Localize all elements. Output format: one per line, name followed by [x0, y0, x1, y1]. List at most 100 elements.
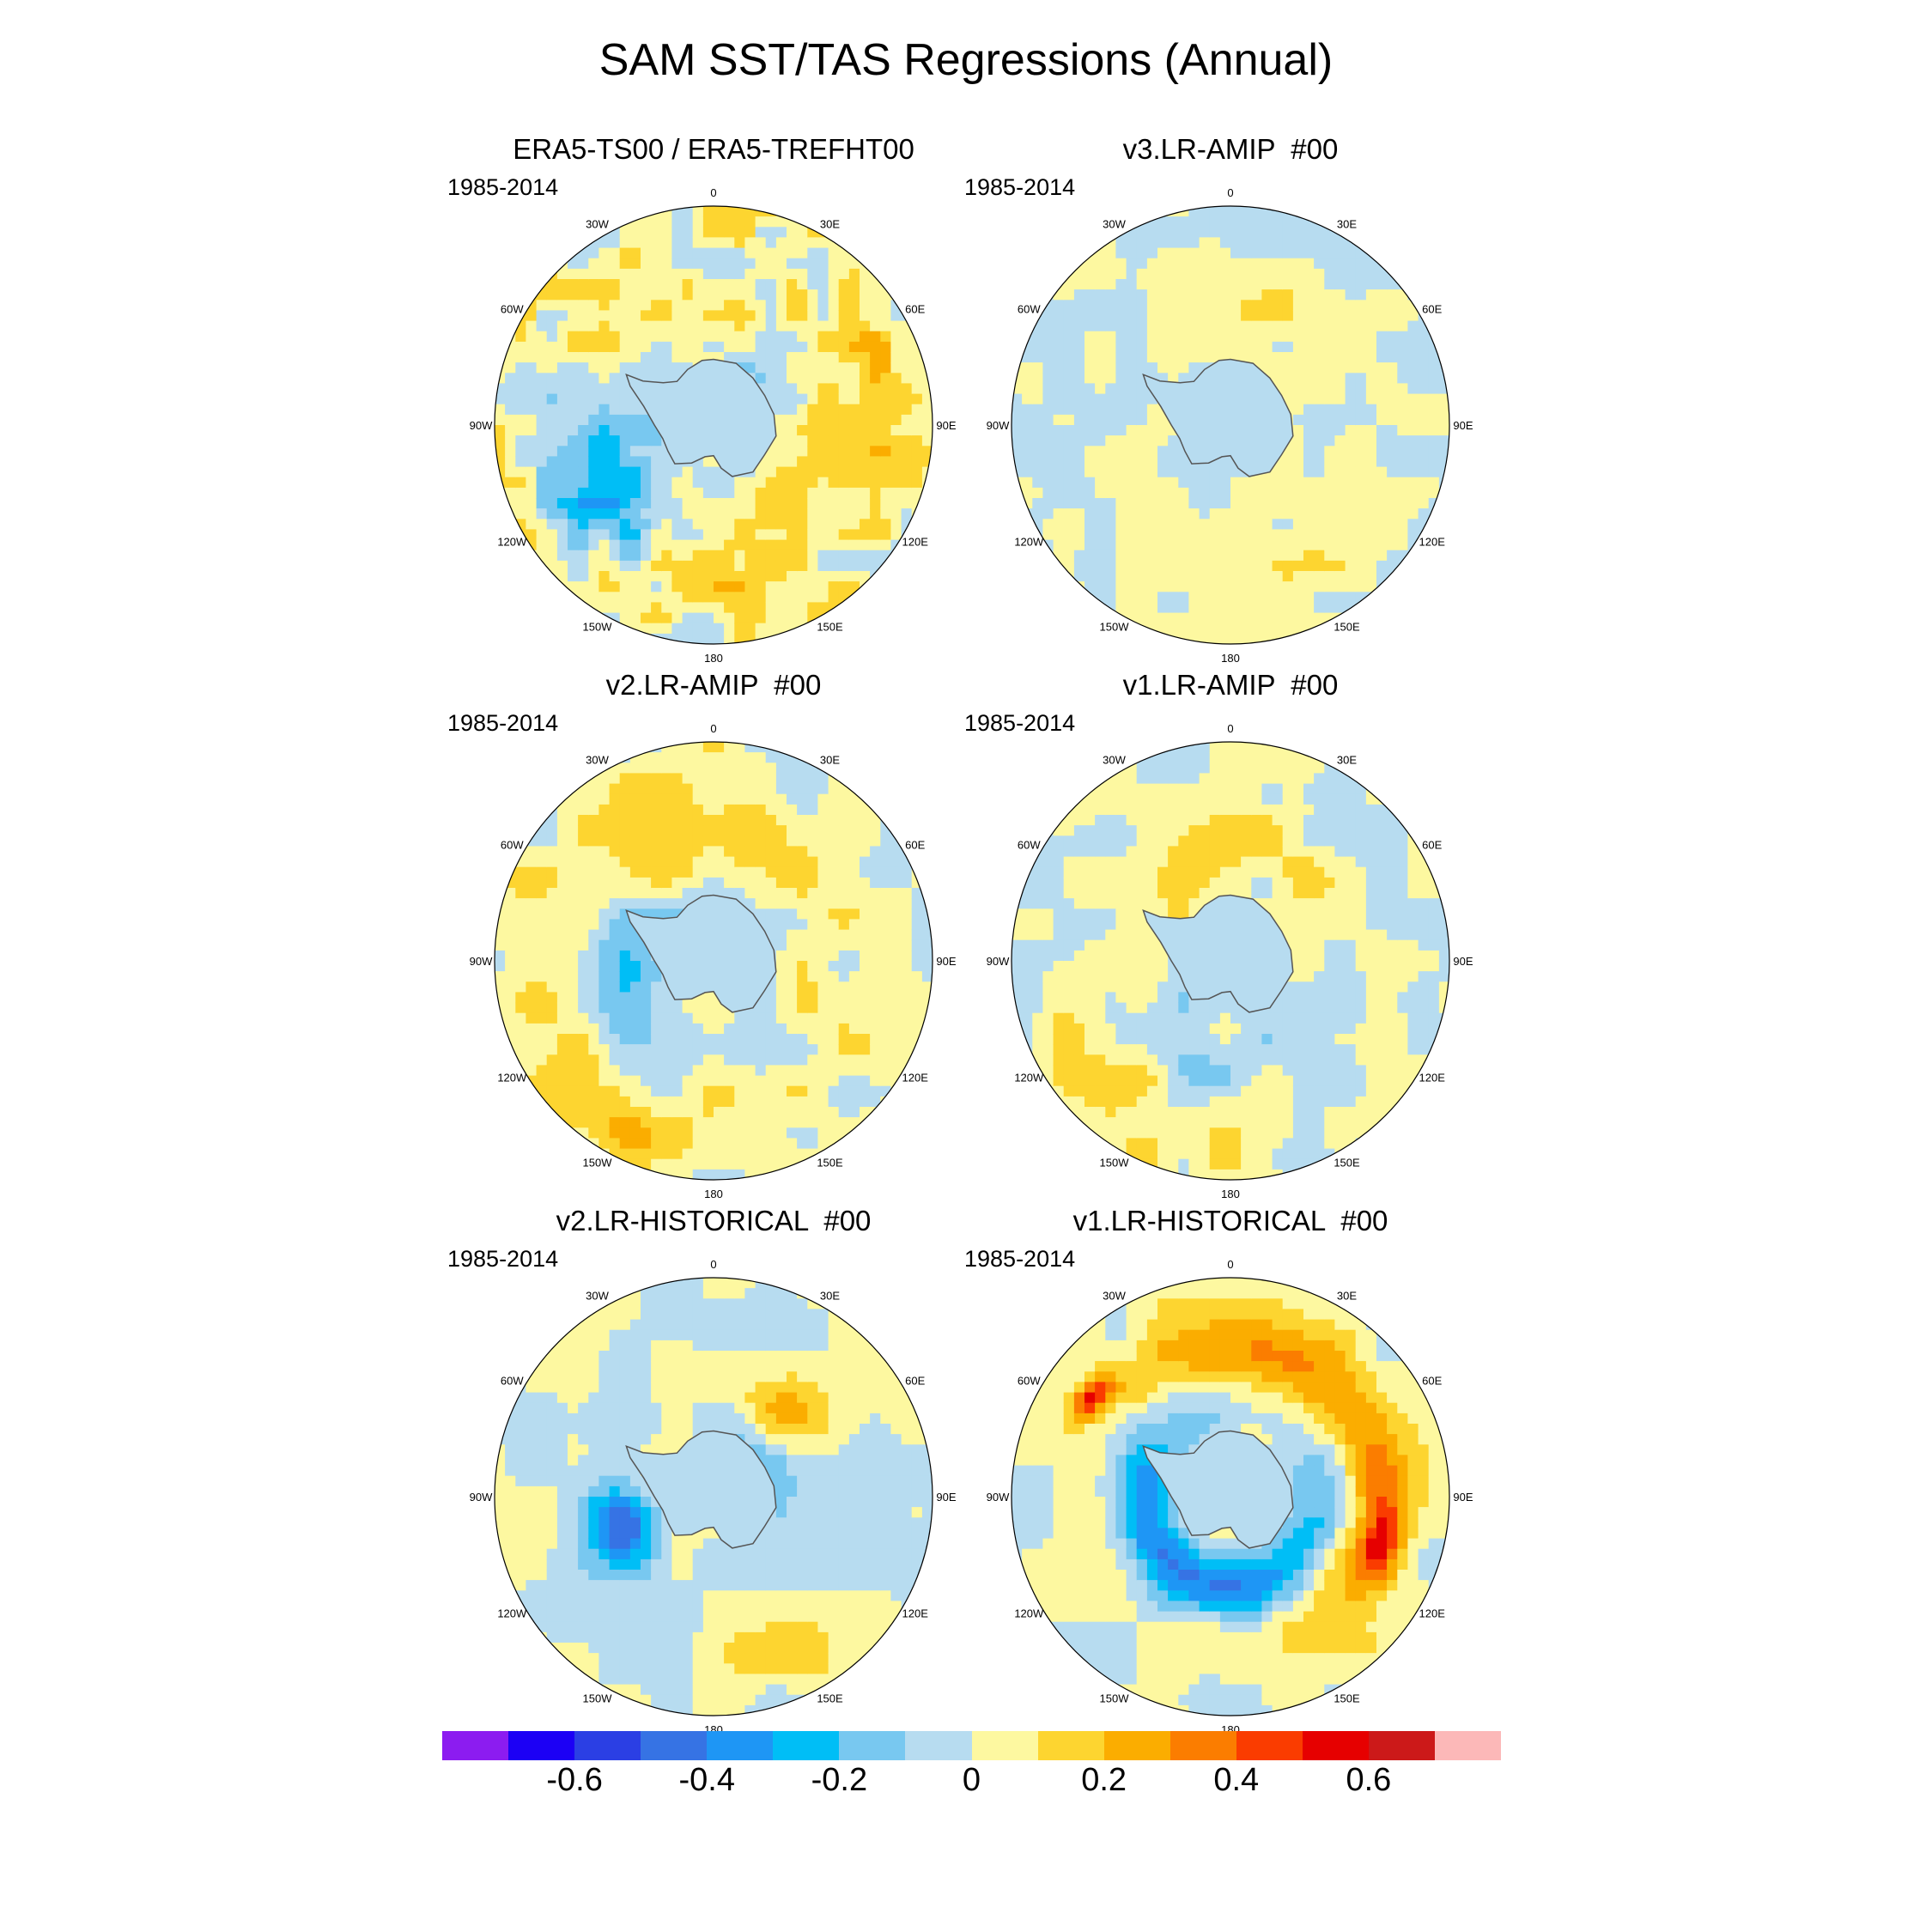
- antarctica-coastline: [1142, 358, 1294, 477]
- longitude-label: 150E: [817, 621, 843, 634]
- colorbar-tick-label: 0.6: [1346, 1762, 1392, 1798]
- map-border: [494, 741, 933, 1181]
- longitude-label: 0: [710, 186, 716, 199]
- longitude-label: 60W: [501, 839, 524, 852]
- colorbar-swatch: [971, 1731, 1038, 1760]
- map-panel-v2-historical: v2.LR-HISTORICAL #00 1985-2014 0 30E 60E 90…: [447, 1205, 980, 1763]
- colorbar: [442, 1731, 1501, 1760]
- longitude-label: 90W: [470, 1491, 493, 1504]
- longitude-label: 90E: [1453, 955, 1473, 968]
- map-border: [1011, 741, 1450, 1181]
- longitude-label: 60E: [905, 1375, 925, 1388]
- colorbar-swatch: [1236, 1731, 1303, 1760]
- longitude-label: 150E: [1334, 1157, 1360, 1170]
- map-border: [1011, 205, 1450, 645]
- longitude-label: 150W: [1100, 1692, 1130, 1705]
- longitude-label: 30W: [586, 753, 609, 766]
- longitude-label: 120W: [1014, 1607, 1044, 1620]
- longitude-label: 0: [1227, 186, 1233, 199]
- period-label: 1985-2014: [964, 1246, 1076, 1272]
- antarctica-coastline: [625, 358, 777, 477]
- period-label: 1985-2014: [964, 710, 1076, 736]
- longitude-label: 30W: [586, 217, 609, 230]
- colorbar-swatch: [905, 1731, 972, 1760]
- longitude-label: 30E: [820, 753, 840, 766]
- longitude-label: 120E: [902, 1607, 929, 1620]
- longitude-label: 30W: [1103, 217, 1126, 230]
- longitude-label: 150W: [1100, 621, 1130, 634]
- panel-title: ERA5-TS00 / ERA5-TREFHT00: [513, 133, 914, 165]
- colorbar-labels: -0.6 -0.4 -0.2 0 0.2 0.4 0.6: [442, 1762, 1501, 1805]
- longitude-label: 90W: [470, 955, 493, 968]
- regression-field: [495, 742, 933, 1180]
- longitude-label: 30E: [1337, 217, 1357, 230]
- longitude-label: 150W: [583, 621, 613, 634]
- longitude-label: 30E: [1337, 1289, 1357, 1302]
- map-panel-v1-historical: v1.LR-HISTORICAL #00 1985-2014 0 30E 60E 90…: [964, 1205, 1497, 1763]
- regression-field: [495, 206, 933, 644]
- longitude-label: 90W: [987, 955, 1010, 968]
- map-panel-v3-amip: v3.LR-AMIP #00 1985-2014 0 30E 60E 90E 120E 1…: [964, 133, 1497, 691]
- colorbar-swatch: [839, 1731, 906, 1760]
- longitude-label: 30W: [1103, 1289, 1126, 1302]
- colorbar-swatch: [508, 1731, 575, 1760]
- longitude-label: 90W: [987, 1491, 1010, 1504]
- longitude-label: 0: [710, 1258, 716, 1271]
- longitude-label: 150E: [1334, 621, 1360, 634]
- longitude-label: 60E: [1422, 839, 1442, 852]
- period-label: 1985-2014: [447, 1246, 559, 1272]
- longitude-label: 60E: [905, 303, 925, 316]
- regression-field: [1012, 1278, 1449, 1716]
- longitude-label: 180: [1221, 1188, 1240, 1200]
- antarctica-coastline: [625, 894, 777, 1013]
- longitude-label: 0: [1227, 722, 1233, 735]
- longitude-label: 120W: [497, 1607, 527, 1620]
- panel-title: v2.LR-HISTORICAL #00: [556, 1205, 872, 1236]
- longitude-label: 120E: [902, 1072, 929, 1084]
- colorbar-tick-label: -0.2: [811, 1762, 868, 1798]
- colorbar-swatch: [1103, 1731, 1170, 1760]
- longitude-label: 90W: [987, 419, 1010, 432]
- longitude-label: 30E: [820, 1289, 840, 1302]
- longitude-label: 90E: [936, 1491, 956, 1504]
- longitude-label: 150W: [583, 1692, 613, 1705]
- map-border: [494, 1277, 933, 1716]
- longitude-label: 150W: [583, 1157, 613, 1170]
- period-label: 1985-2014: [447, 710, 559, 736]
- antarctica-coastline: [1142, 1430, 1294, 1549]
- longitude-label: 60W: [1018, 303, 1041, 316]
- longitude-label: 180: [704, 652, 723, 665]
- colorbar-tick-label: 0.2: [1081, 1762, 1127, 1798]
- longitude-label: 30W: [586, 1289, 609, 1302]
- map-panel-v1-amip: v1.LR-AMIP #00 1985-2014 0 30E 60E 90E 120E 1…: [964, 669, 1497, 1227]
- longitude-label: 0: [710, 722, 716, 735]
- longitude-label: 150W: [1100, 1157, 1130, 1170]
- colorbar-swatch: [641, 1731, 708, 1760]
- longitude-label: 150E: [817, 1157, 843, 1170]
- longitude-label: 150E: [817, 1692, 843, 1705]
- colorbar-swatch: [1368, 1731, 1435, 1760]
- antarctica-coastline: [1142, 894, 1294, 1013]
- longitude-label: 60E: [1422, 1375, 1442, 1388]
- longitude-label: 60E: [1422, 303, 1442, 316]
- map-panel-era5: ERA5-TS00 / ERA5-TREFHT00 1985-2014 0 30E…: [447, 133, 980, 691]
- colorbar-tick-label: 0.4: [1213, 1762, 1260, 1798]
- longitude-label: 120W: [497, 536, 527, 549]
- longitude-label: 30E: [1337, 753, 1357, 766]
- longitude-label: 90E: [936, 955, 956, 968]
- longitude-label: 60W: [1018, 1375, 1041, 1388]
- colorbar-swatch: [1302, 1731, 1369, 1760]
- longitude-label: 60W: [1018, 839, 1041, 852]
- colorbar-swatch: [1037, 1731, 1104, 1760]
- panel-title: v1.LR-HISTORICAL #00: [1072, 1205, 1388, 1236]
- longitude-label: 120E: [1419, 1072, 1446, 1084]
- figure-title: SAM SST/TAS Regressions (Annual): [598, 35, 1334, 85]
- longitude-label: 150E: [1334, 1692, 1360, 1705]
- period-label: 1985-2014: [964, 174, 1076, 200]
- panel-title: v2.LR-AMIP #00: [605, 669, 822, 701]
- colorbar-tick-label: -0.6: [546, 1762, 603, 1798]
- longitude-label: 90E: [1453, 419, 1473, 432]
